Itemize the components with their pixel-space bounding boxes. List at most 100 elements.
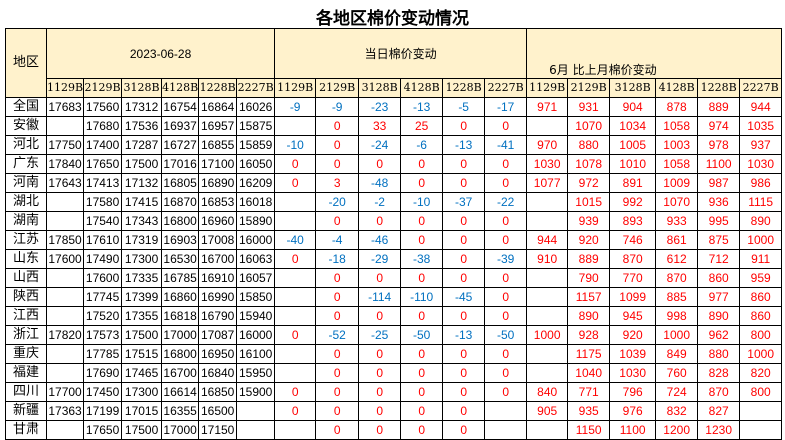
price-cell: 17015 xyxy=(121,401,163,421)
daily-cell: 0 xyxy=(442,154,486,174)
price-cell xyxy=(45,192,85,212)
monthly-cell: 986 xyxy=(739,173,783,193)
daily-cell: 0 xyxy=(442,363,486,383)
price-cell: 17490 xyxy=(83,249,123,269)
daily-cell: 0 xyxy=(315,363,360,383)
monthly-cell: 1034 xyxy=(609,116,657,136)
daily-cell: 0 xyxy=(274,154,317,174)
price-cell: 16100 xyxy=(236,344,276,364)
daily-cell: 0 xyxy=(400,306,444,326)
monthly-cell: 995 xyxy=(697,211,741,231)
monthly-cell: 1010 xyxy=(609,154,657,174)
table-row: 安徽 17680 17536 16937 16957 15875 0 33 25 0 0 1070 10… xyxy=(5,116,783,136)
price-cell xyxy=(45,420,85,440)
region-cell: 新疆 xyxy=(5,401,47,421)
daily-cell xyxy=(484,401,528,421)
price-cell: 16840 xyxy=(198,363,238,383)
daily-cell: 0 xyxy=(358,344,402,364)
daily-cell: 0 xyxy=(484,154,528,174)
price-cell: 17450 xyxy=(83,382,123,402)
monthly-cell: 1030 xyxy=(609,363,657,383)
daily-cell: 0 xyxy=(315,211,360,231)
daily-cell: -50 xyxy=(400,325,444,345)
region-cell: 四川 xyxy=(5,382,47,402)
monthly-cell: 893 xyxy=(609,211,657,231)
price-cell: 16860 xyxy=(161,287,200,307)
monthly-cell: 796 xyxy=(609,382,657,402)
price-cell: 16057 xyxy=(236,268,276,288)
region-header: 地区 xyxy=(5,28,47,98)
price-cell: 17820 xyxy=(45,325,85,345)
price-cell: 17683 xyxy=(45,97,85,117)
monthly-cell: 1005 xyxy=(609,135,657,155)
monthly-cell: 880 xyxy=(697,344,741,364)
table-row: 江苏 17850 17610 17319 16903 17008 16000 -40 -4 -46… xyxy=(5,230,783,250)
price-cell: 17560 xyxy=(83,97,123,117)
price-cell: 17300 xyxy=(121,382,163,402)
monthly-cell: 1100 xyxy=(697,154,741,174)
monthly-cell: 1070 xyxy=(567,116,611,136)
price-cell: 17000 xyxy=(161,325,200,345)
monthly-cell: 1040 xyxy=(567,363,611,383)
daily-cell: -13 xyxy=(400,97,444,117)
price-cell: 16063 xyxy=(236,249,276,269)
monthly-cell: 1030 xyxy=(739,154,783,174)
price-cell: 17573 xyxy=(83,325,123,345)
monthly-cell xyxy=(526,192,569,212)
price-cell: 16530 xyxy=(161,249,200,269)
price-cell: 16850 xyxy=(198,382,238,402)
daily-cell: -52 xyxy=(315,325,360,345)
daily-cell: 0 xyxy=(274,382,317,402)
daily-cell: -13 xyxy=(442,135,486,155)
price-cell: 17100 xyxy=(198,154,238,174)
daily-cell: -4 xyxy=(315,230,360,250)
price-cell: 17343 xyxy=(121,211,163,231)
daily-cell: 0 xyxy=(484,230,528,250)
price-cell: 16050 xyxy=(236,154,276,174)
daily-cell: 0 xyxy=(315,116,360,136)
table-row: 重庆 17785 17515 16800 16950 16100 0 0 0 0 0 1175 1039… xyxy=(5,344,783,364)
price-cell: 17520 xyxy=(83,306,123,326)
daily-cell: 0 xyxy=(484,268,528,288)
price-cell: 17199 xyxy=(83,401,123,421)
daily-cell xyxy=(274,268,317,288)
price-cell: 16910 xyxy=(198,268,238,288)
daily-code-header: 1228B xyxy=(442,78,486,98)
price-cell: 15950 xyxy=(236,363,276,383)
price-cell: 17399 xyxy=(121,287,163,307)
monthly-cell: 880 xyxy=(567,135,611,155)
monthly-cell: 1003 xyxy=(655,135,699,155)
daily-code-header: 2129B xyxy=(315,78,360,98)
price-cell: 17355 xyxy=(121,306,163,326)
price-cell: 16790 xyxy=(198,306,238,326)
price-cell: 17150 xyxy=(198,420,238,440)
table-row: 广东 17840 17650 17500 17016 17100 16050 0 0 0 0 0 0 10… xyxy=(5,154,783,174)
monthly-cell: 1058 xyxy=(655,116,699,136)
price-cell: 17000 xyxy=(161,420,200,440)
price-cell: 17580 xyxy=(83,192,123,212)
monthly-code-header: 1129B xyxy=(526,78,569,98)
monthly-cell xyxy=(739,420,783,440)
price-cell: 16026 xyxy=(236,97,276,117)
monthly-cell xyxy=(526,420,569,440)
monthly-cell: 1058 xyxy=(655,154,699,174)
table-row: 四川 17700 17450 17300 16614 16850 15900 0 0 0 0 0 0 84… xyxy=(5,382,783,402)
price-cell xyxy=(236,420,276,440)
monthly-cell: 832 xyxy=(655,401,699,421)
price-cell: 17536 xyxy=(121,116,163,136)
monthly-cell: 1000 xyxy=(526,325,569,345)
daily-cell xyxy=(274,211,317,231)
price-cell: 17600 xyxy=(83,268,123,288)
daily-cell: -37 xyxy=(442,192,486,212)
monthly-cell: 800 xyxy=(739,325,783,345)
daily-cell: 0 xyxy=(442,268,486,288)
monthly-cell xyxy=(526,211,569,231)
daily-cell: 0 xyxy=(442,211,486,231)
price-cell: 16800 xyxy=(161,344,200,364)
monthly-cell: 889 xyxy=(567,249,611,269)
price-cell: 17363 xyxy=(45,401,85,421)
daily-cell: -25 xyxy=(358,325,402,345)
daily-cell: -46 xyxy=(358,230,402,250)
monthly-cell: 860 xyxy=(697,268,741,288)
monthly-cell: 885 xyxy=(655,287,699,307)
